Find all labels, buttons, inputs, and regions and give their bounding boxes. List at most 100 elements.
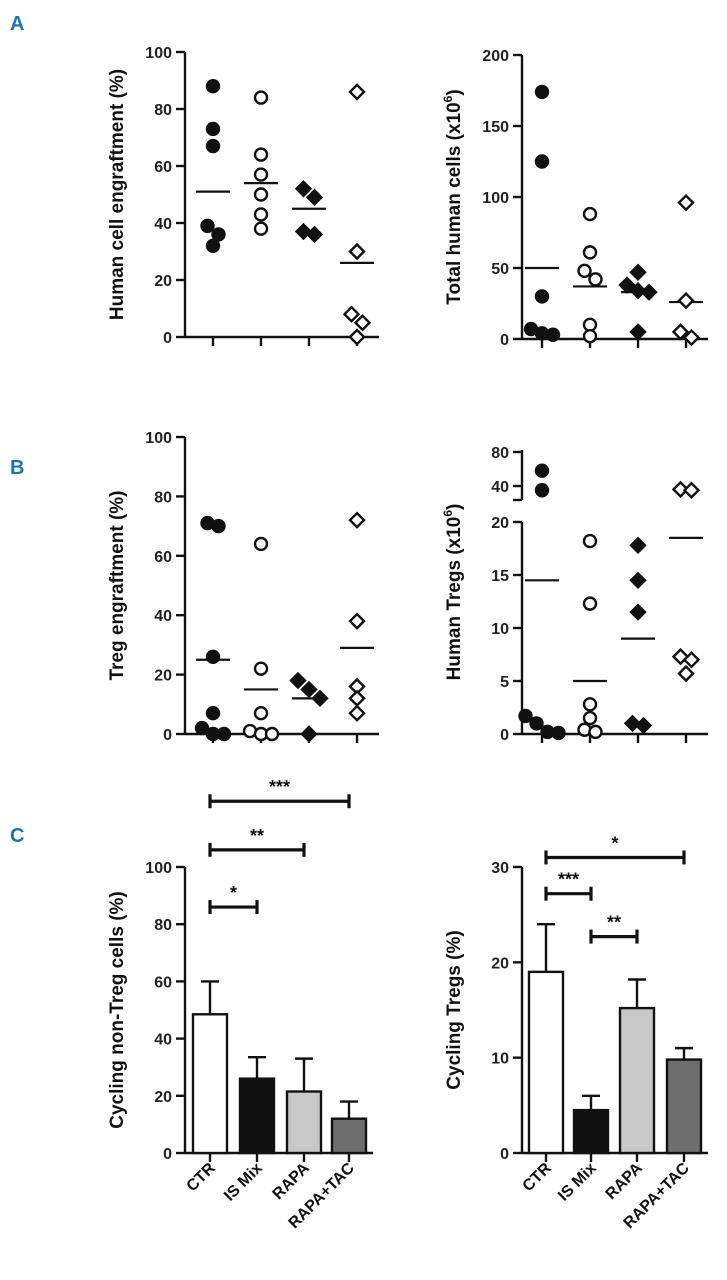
- data-point: [211, 227, 226, 242]
- data-point: [348, 83, 366, 101]
- y-tick-label: 80: [154, 489, 172, 506]
- data-point: [677, 193, 695, 212]
- y-tick-label: 50: [491, 261, 509, 278]
- data-point: [348, 328, 366, 346]
- bar: [665, 1058, 703, 1155]
- data-point: [618, 276, 636, 294]
- data-point: [211, 518, 226, 534]
- x-category-label: CTR: [520, 1159, 556, 1195]
- significance-label: ***: [558, 870, 579, 890]
- data-point: [205, 238, 221, 254]
- y-tick-label: 40: [491, 479, 509, 496]
- x-category-label: IS Mix: [221, 1160, 266, 1205]
- panel-label-a: A: [10, 13, 24, 35]
- bar: [618, 1006, 656, 1155]
- y-tick-label: 40: [154, 608, 172, 625]
- y-axis-title-end: ): [444, 504, 465, 510]
- data-point: [582, 206, 598, 222]
- chart-treg-engraftment: 0 20 40 60 80 100 Treg engraftment (%): [107, 430, 379, 744]
- y-tick-label: 100: [145, 860, 172, 877]
- x-category-label: IS Mix: [555, 1160, 600, 1205]
- y-tick-label: 0: [163, 1146, 172, 1163]
- y-tick-label: 40: [154, 216, 172, 233]
- data-point: [253, 706, 269, 721]
- y-tick-label: 10: [491, 621, 509, 638]
- data-point: [682, 651, 701, 669]
- significance-label: **: [607, 913, 621, 933]
- y-axis-title: Total human cells (x106): [441, 89, 465, 304]
- data-point: [671, 480, 690, 499]
- y-tick-label: 20: [491, 955, 509, 972]
- data-point: [342, 305, 361, 323]
- data-point: [588, 724, 603, 740]
- data-point: [677, 664, 695, 683]
- y-tick-label: 80: [154, 102, 172, 119]
- y-tick-label: 100: [145, 45, 172, 62]
- data-point: [534, 483, 550, 498]
- data-point: [305, 188, 324, 207]
- data-point: [629, 263, 647, 281]
- y-tick-label: 40: [154, 1032, 172, 1049]
- data-point: [518, 708, 533, 724]
- y-axis-title: Human cell engraftment (%): [107, 69, 128, 320]
- data-point: [582, 697, 598, 712]
- y-tick-label: 5: [500, 674, 509, 691]
- y-axis-title: Cycling non-Treg cells (%): [107, 891, 128, 1129]
- y-tick-label: 100: [482, 190, 509, 207]
- y-tick-label: 100: [145, 430, 172, 447]
- y-axis-title: Cycling Tregs (%): [444, 930, 465, 1089]
- chart-total-human-cells: 0 50 100 150 200 Total human cells (x106): [441, 48, 708, 349]
- data-point: [348, 704, 366, 722]
- data-point: [677, 291, 695, 310]
- data-point: [253, 187, 269, 202]
- data-point: [545, 327, 561, 342]
- y-tick-label: 150: [482, 119, 509, 136]
- data-point: [205, 649, 221, 664]
- data-point: [629, 536, 647, 555]
- data-point: [529, 716, 544, 731]
- data-point: [253, 167, 269, 182]
- data-point: [629, 323, 647, 341]
- bar: [572, 1108, 610, 1155]
- significance-label: **: [250, 826, 264, 846]
- y-tick-label: 0: [500, 332, 509, 349]
- data-point: [582, 328, 598, 344]
- data-point: [194, 720, 210, 736]
- significance-label: ***: [269, 777, 290, 797]
- data-point: [200, 218, 215, 234]
- y-axis-title: Human Tregs (x106): [441, 504, 465, 681]
- data-point: [311, 689, 329, 708]
- chart-human-cell-engraftment: 0 20 40 60 80 100 Human cell engraftment (%): [107, 45, 379, 347]
- data-point: [582, 596, 598, 611]
- y-tick-label: 20: [154, 1089, 172, 1106]
- bar: [238, 1077, 276, 1155]
- y-axis-title-superscript: 6: [441, 510, 455, 517]
- significance-label: *: [611, 833, 618, 853]
- data-point: [682, 328, 701, 347]
- y-tick-label: 60: [154, 159, 172, 176]
- y-tick-label: 60: [154, 549, 172, 566]
- y-tick-label: 0: [163, 727, 172, 744]
- data-point: [582, 245, 598, 260]
- data-point: [348, 689, 366, 708]
- data-point: [205, 121, 221, 137]
- data-point: [216, 726, 232, 742]
- data-point: [253, 221, 269, 236]
- data-point: [534, 463, 550, 478]
- data-point: [253, 661, 269, 676]
- y-axis-title-main: Human Tregs (x10: [444, 517, 465, 681]
- data-point: [294, 180, 313, 198]
- data-point: [264, 726, 280, 742]
- y-tick-label: 200: [482, 48, 509, 65]
- y-tick-label: 10: [491, 1051, 509, 1068]
- data-point: [300, 725, 318, 743]
- y-tick-label: 20: [491, 515, 509, 532]
- data-point: [623, 714, 642, 733]
- data-point: [551, 725, 566, 741]
- y-tick-label: 0: [500, 1146, 509, 1163]
- data-point: [253, 536, 269, 552]
- data-point: [353, 314, 372, 332]
- data-point: [205, 78, 221, 94]
- data-point: [534, 154, 550, 169]
